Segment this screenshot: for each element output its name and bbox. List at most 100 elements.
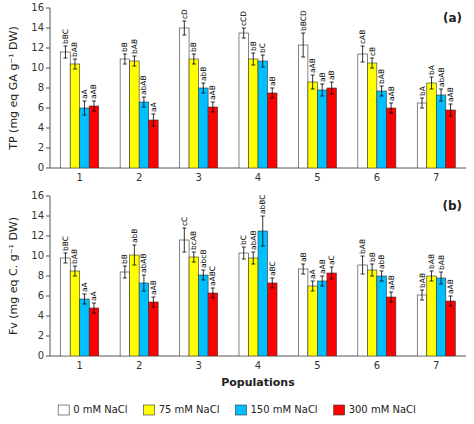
error-line (203, 270, 204, 280)
error-bar (192, 252, 196, 262)
error-cap (320, 96, 324, 97)
bar-annotation: aBC (268, 261, 277, 276)
error-cap (449, 104, 453, 105)
error-line (431, 271, 432, 281)
bar-annotation: aAB (208, 85, 217, 100)
bar (377, 91, 387, 168)
y-tick-label: 8 (38, 82, 44, 93)
error-cap (430, 77, 434, 78)
bar (120, 59, 130, 168)
error-cap (361, 256, 365, 257)
bar (248, 59, 258, 168)
error-cap (132, 66, 136, 67)
error-cap (211, 112, 215, 113)
bars (61, 216, 456, 356)
error-bar (211, 102, 215, 112)
error-line (134, 56, 135, 66)
error-cap (82, 304, 86, 305)
error-cap (82, 294, 86, 295)
error-cap (63, 46, 67, 47)
x-tick-label: 2 (136, 172, 142, 183)
error-bar (330, 267, 334, 279)
bar (298, 45, 308, 168)
error-line (253, 252, 254, 264)
bar (386, 108, 396, 168)
bar (70, 64, 80, 168)
error-cap (301, 57, 305, 58)
error-bar (132, 56, 136, 66)
error-line (124, 54, 125, 64)
bar (358, 265, 368, 356)
x-tick-label: 7 (433, 172, 439, 183)
bar-annotation: bBC (61, 236, 70, 251)
error-bar (82, 294, 86, 304)
legend-label: 0 mM NaCl (73, 404, 127, 415)
error-cap (270, 98, 274, 99)
error-cap (370, 264, 374, 265)
error-cap (330, 94, 334, 95)
y-tick-label: 0 (38, 350, 44, 361)
error-bar (301, 264, 305, 274)
error-cap (201, 270, 205, 271)
bar-annotation: bBCD (299, 10, 308, 31)
bar-annotation: aA (80, 281, 89, 292)
y-tick (46, 276, 50, 277)
bar (199, 275, 209, 356)
error-cap (361, 62, 365, 63)
bar-annotation: cC (180, 217, 189, 226)
error-cap (449, 296, 453, 297)
bar (317, 90, 327, 168)
error-line (243, 28, 244, 38)
error-bar (192, 54, 196, 64)
panel: 0246810121416Fv (mg eq C. g⁻¹ DW)1234567… (7, 190, 466, 389)
error-cap (182, 228, 186, 229)
bar (298, 269, 308, 356)
error-cap (380, 281, 384, 282)
bar-annotation: bAB (70, 42, 79, 57)
error-line (93, 303, 94, 313)
y-axis (50, 196, 51, 356)
bar (239, 253, 249, 356)
error-cap (311, 89, 315, 90)
error-bar (311, 75, 315, 89)
y-tick-label: 14 (31, 22, 44, 33)
error-line (362, 256, 363, 274)
bar-annotations: bBCbBcCbCaBbABbABbABabBbcABabABaAbBbABaA… (61, 194, 455, 301)
error-bar (449, 104, 453, 116)
error-line (272, 278, 273, 288)
error-cap (420, 300, 424, 301)
bar (139, 102, 149, 168)
bar-annotation: aB (318, 72, 327, 82)
bar-annotation: aB (327, 70, 336, 80)
error-line (312, 75, 313, 89)
bar (208, 293, 218, 356)
bar (89, 106, 99, 168)
error-bar (439, 272, 443, 284)
x-tick-label: 3 (195, 172, 201, 183)
bar (80, 299, 90, 356)
bar (417, 295, 427, 356)
y-tick (46, 168, 50, 169)
error-cap (201, 83, 205, 84)
x-tick-label: 1 (77, 360, 83, 371)
error-bar (389, 292, 393, 302)
y-tick-label: 12 (31, 230, 44, 241)
bar (308, 82, 318, 168)
error-cap (370, 68, 374, 69)
error-cap (439, 101, 443, 102)
error-cap (142, 291, 146, 292)
error-line (253, 53, 254, 65)
error-bar (370, 264, 374, 276)
error-bar (242, 247, 246, 259)
error-cap (142, 107, 146, 108)
error-cap (201, 280, 205, 281)
y-tick (46, 216, 50, 217)
error-cap (389, 302, 393, 303)
bar-annotation: bAB (130, 39, 139, 54)
error-cap (420, 290, 424, 291)
y-tick-label: 16 (31, 2, 44, 13)
error-cap (370, 276, 374, 277)
bar-annotation: bB (120, 254, 129, 264)
error-cap (420, 98, 424, 99)
error-line (322, 276, 323, 286)
